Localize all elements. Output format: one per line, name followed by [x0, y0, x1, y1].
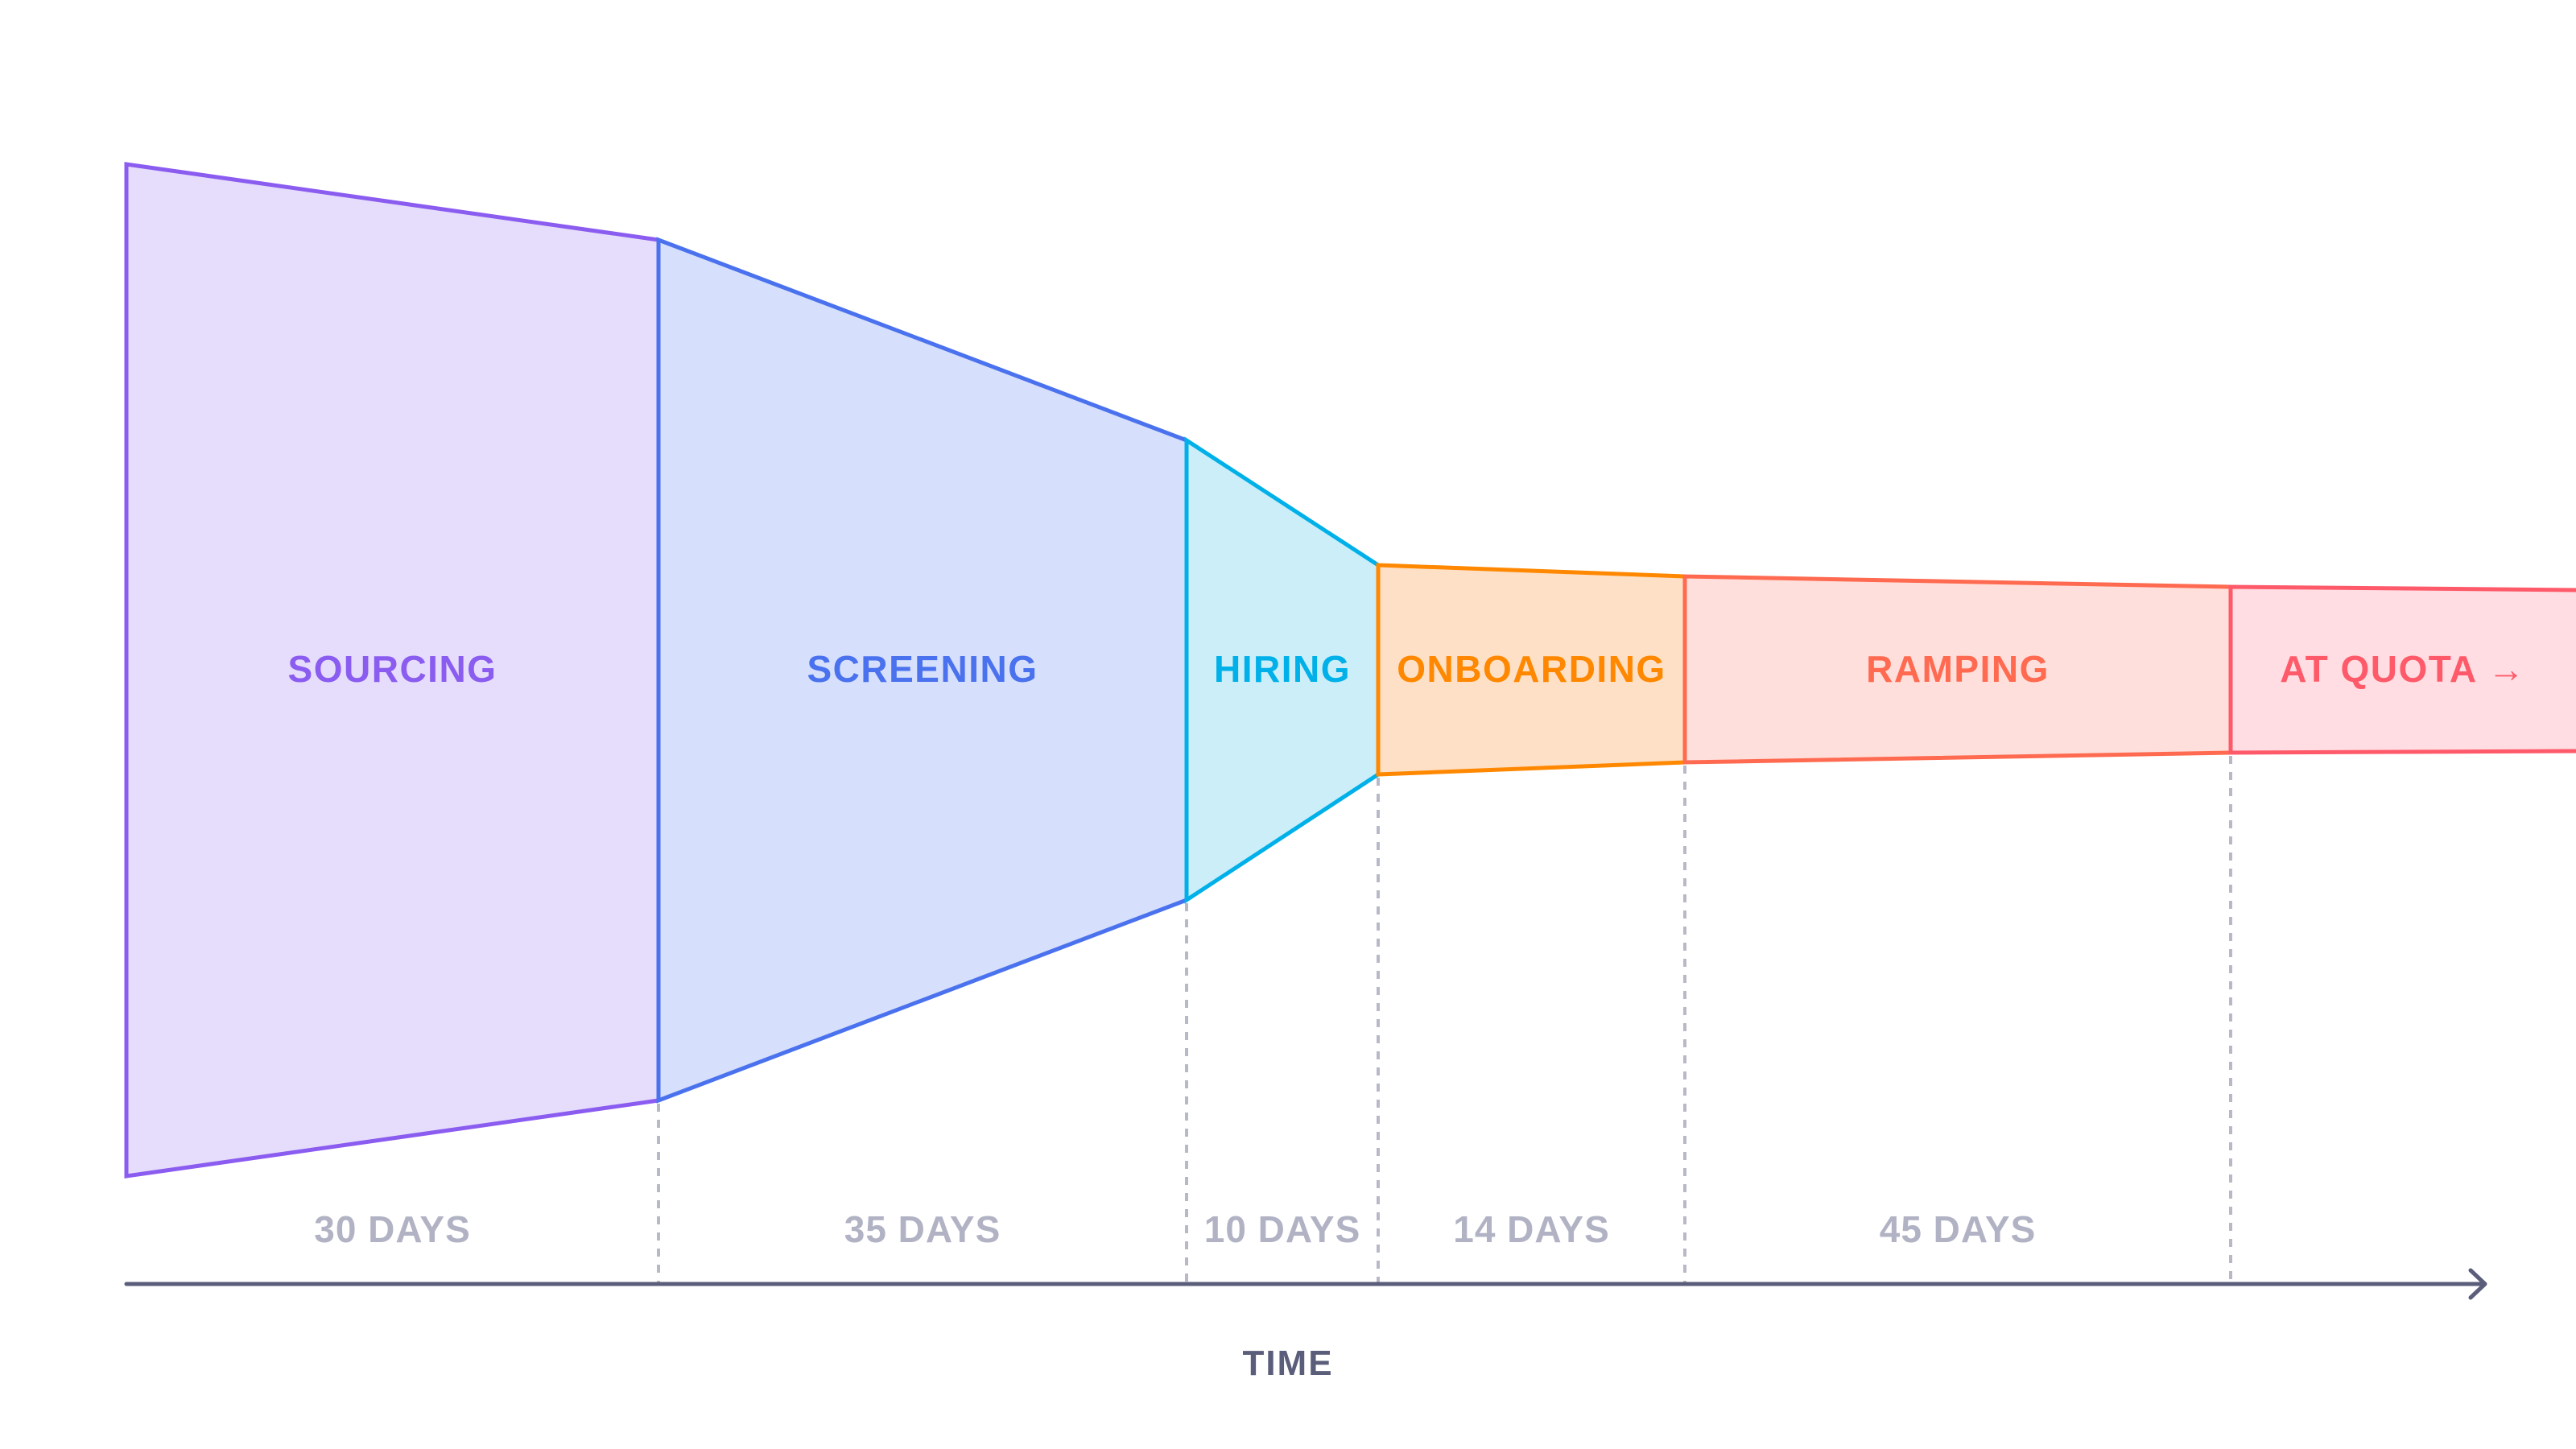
funnel-stages	[124, 162, 2576, 1179]
stage-outline-hiring	[1184, 436, 1380, 904]
stage-at-quota	[2231, 587, 2576, 753]
axis-title: TIME	[1242, 1344, 1333, 1383]
arrow-right-icon	[2468, 1268, 2487, 1300]
stage-divider-lines	[657, 756, 2232, 1284]
stage-labels: SOURCING SCREENING HIRING ONBOARDING RAMPING…	[288, 648, 2525, 690]
stage-outline-sourcing	[124, 162, 659, 1179]
stage-ramping	[1685, 576, 2231, 762]
stage-outline-ramping	[1682, 574, 2231, 765]
stage-label-ramping: RAMPING	[1866, 648, 2050, 690]
stage-label-at-quota: AT QUOTA →	[2280, 648, 2525, 690]
duration-label: 45 DAYS	[1880, 1208, 2037, 1250]
stage-screening	[658, 240, 1187, 1100]
stage-outline-at-quota	[2228, 584, 2576, 755]
stage-hiring	[1187, 440, 1378, 900]
stage-outline-screening	[656, 237, 1187, 1104]
stage-label-onboarding: ONBOARDING	[1397, 648, 1666, 690]
stage-sourcing	[126, 164, 658, 1176]
stage-label-screening: SCREENING	[807, 648, 1038, 690]
time-axis: TIME	[124, 1268, 2487, 1383]
stage-label-hiring: HIRING	[1214, 648, 1351, 690]
duration-label: 14 DAYS	[1453, 1208, 1610, 1250]
duration-label: 10 DAYS	[1204, 1208, 1361, 1250]
stage-onboarding	[1378, 565, 1685, 774]
stage-label-sourcing: SOURCING	[288, 648, 497, 690]
duration-label: 30 DAYS	[314, 1208, 471, 1250]
duration-labels: 30 DAYS 35 DAYS 10 DAYS 14 DAYS 45 DAYS	[314, 1208, 2037, 1250]
stage-outline-onboarding	[1376, 563, 1686, 777]
duration-label: 35 DAYS	[844, 1208, 1001, 1250]
